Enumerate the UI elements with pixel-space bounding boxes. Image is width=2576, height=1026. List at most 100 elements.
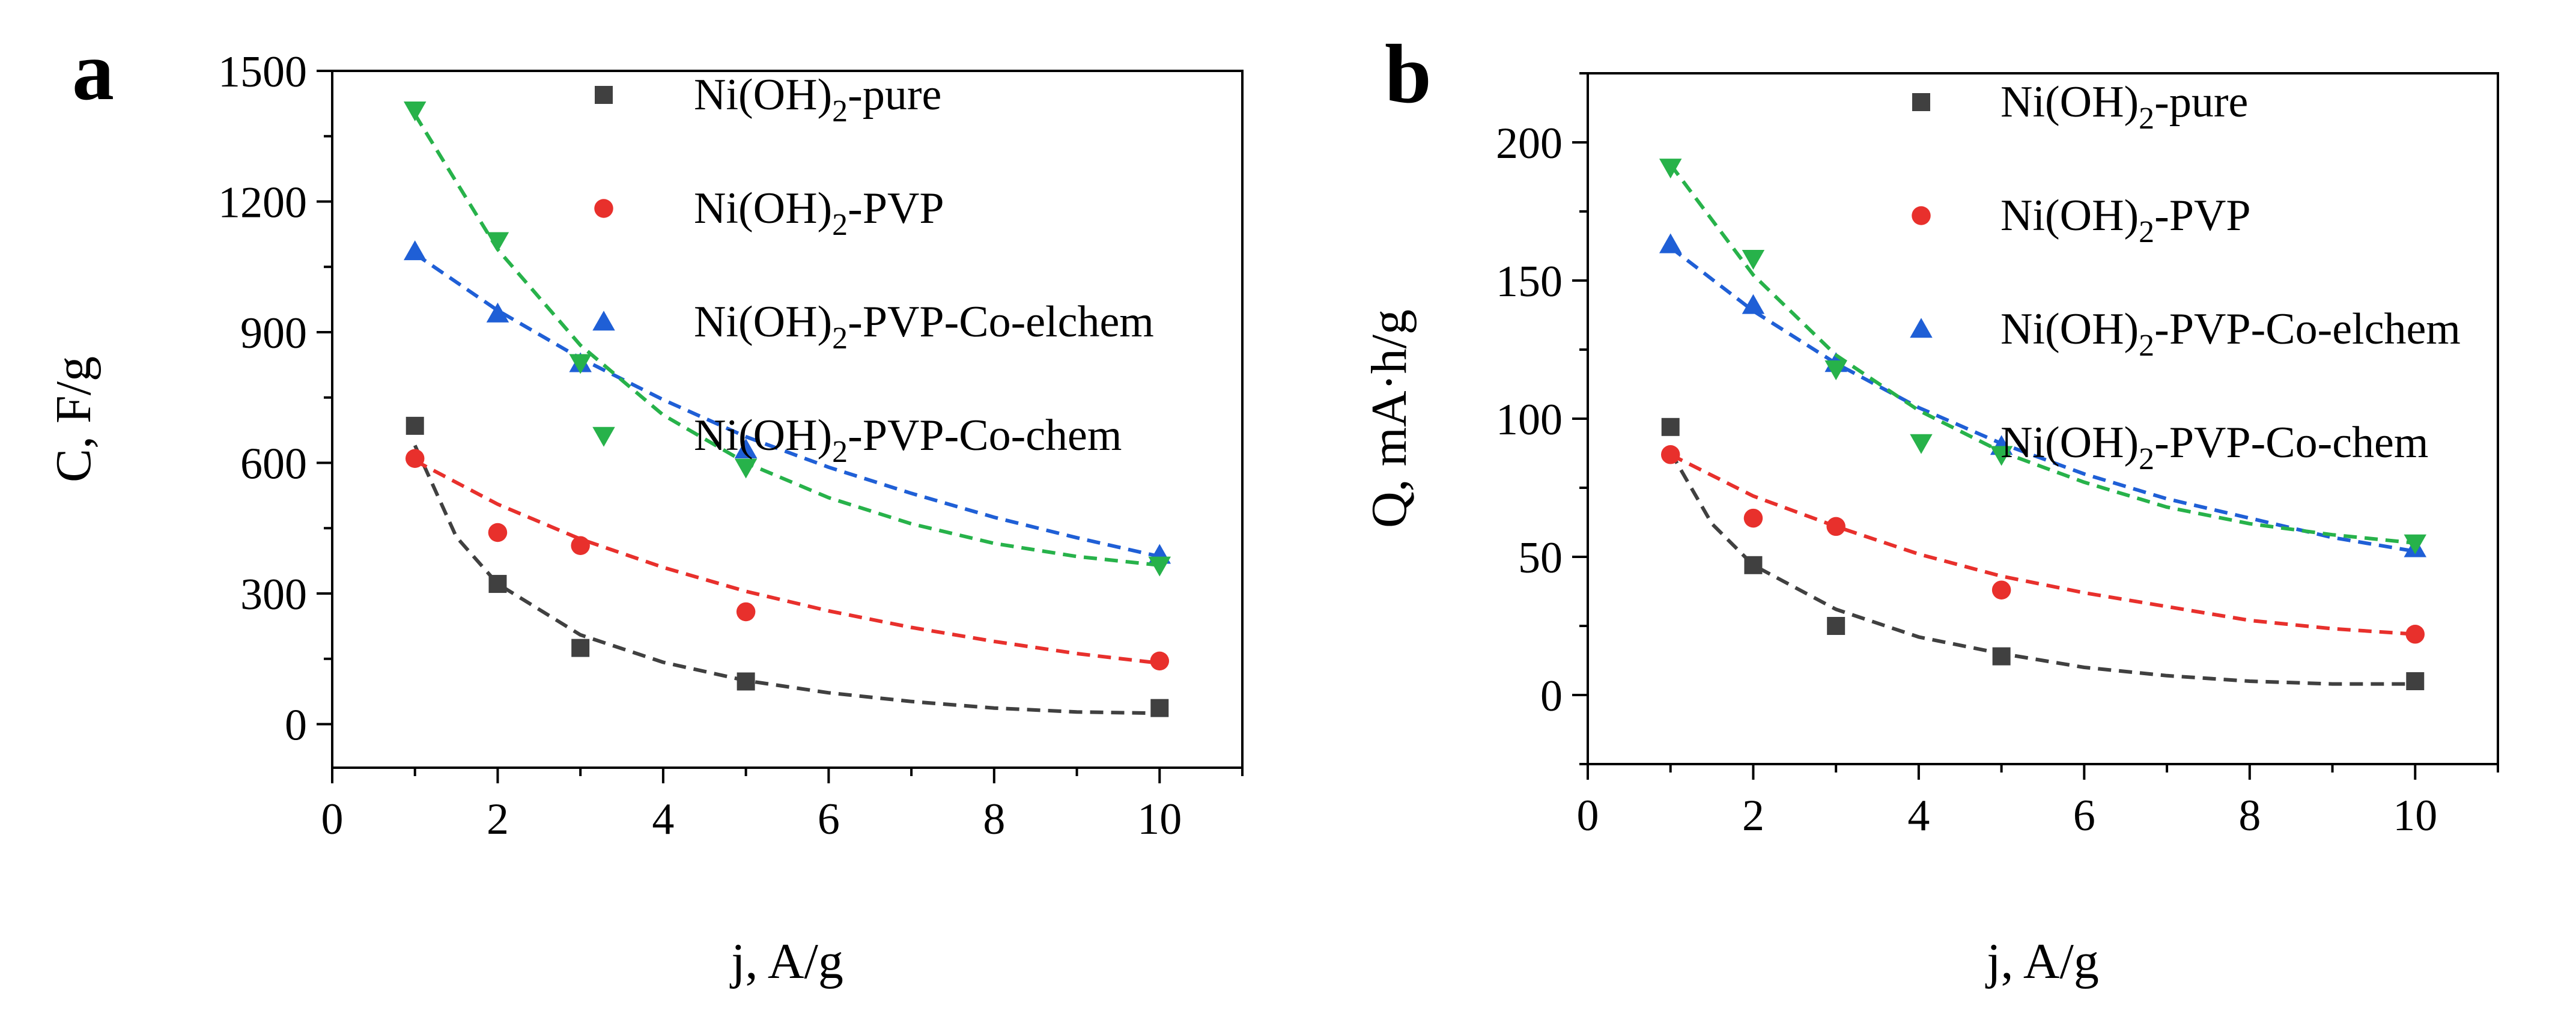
series-1 — [406, 416, 1169, 717]
fit-curve — [1669, 453, 2416, 636]
y-tick-label: 900 — [240, 309, 307, 358]
y-tick-label: 50 — [1518, 533, 1563, 583]
fit-curve — [414, 459, 1160, 665]
fit-curve — [413, 113, 1160, 567]
data-point — [734, 458, 758, 479]
data-point — [2405, 625, 2425, 644]
data-point — [1827, 617, 1845, 635]
x-tick-label: 0 — [321, 795, 344, 844]
panel-letter: a — [72, 25, 114, 118]
data-point — [1148, 556, 1171, 577]
legend-label: Ni(OH)2-PVP — [694, 184, 944, 242]
panel-letter: b — [1385, 28, 1432, 121]
y-tick-label: 0 — [1540, 672, 1563, 721]
series-3 — [403, 240, 1171, 564]
data-point — [1659, 233, 1682, 253]
data-point — [2404, 534, 2427, 554]
data-point — [1991, 580, 2011, 600]
panel-a: a 0 2 4 6 8 10 0 300 600 900 1200 1500 j, A/g C, F/g Ni… — [46, 25, 1244, 989]
data-point — [2406, 672, 2425, 690]
series-2 — [1660, 445, 2425, 644]
y-tick-label: 300 — [240, 570, 307, 619]
data-point — [1824, 360, 1847, 380]
data-point — [736, 602, 756, 622]
x-tick-label: 10 — [1137, 795, 1182, 844]
legend-label: Ni(OH)2-pure — [694, 70, 941, 129]
legend-label: Ni(OH)2-PVP-Co-elchem — [2000, 305, 2461, 363]
data-point — [569, 354, 592, 374]
legend-marker — [1910, 434, 1933, 454]
legend-marker — [1912, 93, 1930, 111]
data-point — [403, 240, 427, 261]
legend-label: Ni(OH)2-PVP-Co-chem — [694, 411, 1122, 469]
series-3 — [1659, 233, 2427, 557]
x-tick-label: 2 — [1742, 791, 1764, 840]
legend-marker — [594, 199, 613, 218]
series-4 — [1659, 159, 2427, 554]
data-point — [486, 302, 509, 323]
legend-marker — [1912, 206, 1931, 225]
data-point — [1150, 699, 1169, 717]
series-2 — [405, 449, 1170, 671]
data-point — [488, 575, 507, 593]
data-point — [734, 439, 758, 458]
y-tick-label: 100 — [1496, 395, 1563, 445]
legend-label: Ni(OH)2-PVP-Co-elchem — [694, 297, 1154, 356]
x-tick-label: 8 — [983, 795, 1005, 844]
series-1 — [1661, 417, 2425, 690]
data-point — [1661, 417, 1680, 436]
data-point — [571, 639, 590, 657]
y-axis-label: C, F/g — [46, 356, 102, 482]
fit-curve — [1669, 246, 2416, 553]
legend-label: Ni(OH)2-PVP-Co-chem — [2000, 418, 2428, 476]
data-point — [1744, 556, 1763, 574]
x-tick-label: 4 — [652, 795, 674, 844]
y-tick-label: 1200 — [218, 178, 307, 228]
data-point — [405, 449, 425, 468]
x-tick-label: 6 — [2073, 791, 2095, 840]
x-tick-label: 10 — [2393, 791, 2437, 840]
y-tick-label: 1500 — [218, 47, 307, 97]
y-axis-label: Q, mA·h/g — [1361, 309, 1417, 528]
data-point — [1150, 651, 1170, 671]
data-point — [486, 232, 509, 252]
fit-curve — [1669, 451, 2416, 686]
series-4 — [403, 102, 1171, 577]
data-point — [406, 416, 424, 435]
data-point — [1826, 517, 1845, 536]
data-point — [1660, 445, 1680, 464]
data-point — [1742, 249, 1765, 270]
data-point — [1659, 159, 1682, 179]
x-axis-label: j, A/g — [729, 933, 843, 989]
data-point — [1743, 508, 1763, 528]
x-tick-label: 8 — [2238, 791, 2261, 840]
y-tick-label: 150 — [1496, 257, 1563, 306]
legend-marker — [592, 311, 615, 331]
x-tick-label: 6 — [818, 795, 840, 844]
data-point — [571, 536, 590, 555]
y-tick-label: 200 — [1496, 119, 1563, 168]
data-point — [737, 672, 755, 691]
y-tick-label: 600 — [240, 440, 307, 489]
axes-frame — [331, 70, 1244, 769]
data-point — [403, 102, 427, 121]
x-tick-label: 0 — [1577, 791, 1599, 840]
legend-label: Ni(OH)2-pure — [2000, 77, 2248, 136]
data-point — [488, 523, 508, 542]
legend-marker — [592, 426, 615, 447]
fit-curve — [414, 252, 1160, 559]
legend-marker — [595, 86, 613, 104]
data-point — [1992, 647, 2011, 666]
legend-marker — [1910, 318, 1933, 338]
legend-label: Ni(OH)2-PVP — [2000, 191, 2251, 249]
x-tick-label: 4 — [1907, 791, 1930, 840]
x-axis-label: j, A/g — [1985, 933, 2099, 989]
fit-curve — [413, 445, 1160, 715]
data-point — [1990, 446, 2013, 466]
data-point — [1742, 294, 1765, 314]
fit-curve — [1669, 163, 2416, 545]
x-tick-label: 2 — [487, 795, 509, 844]
y-tick-label: 0 — [285, 701, 307, 750]
